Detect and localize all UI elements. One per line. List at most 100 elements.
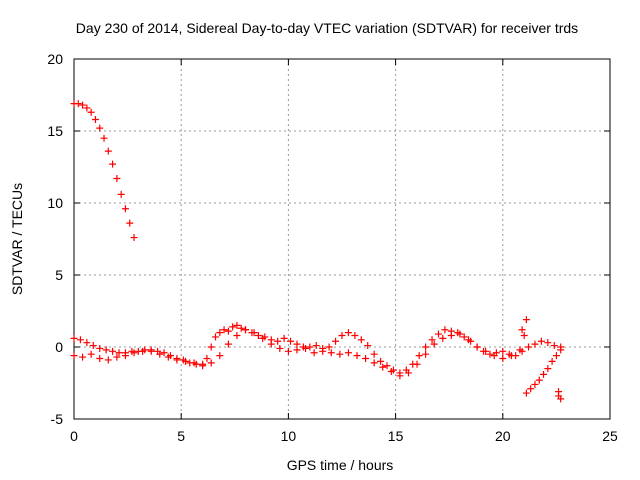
data-point (276, 344, 284, 352)
data-point (83, 339, 91, 347)
data-point (147, 347, 155, 355)
series-group (70, 326, 524, 380)
data-point (535, 376, 543, 384)
data-point (537, 337, 545, 345)
data-point (76, 336, 84, 344)
data-point (518, 326, 526, 334)
data-point (190, 359, 198, 367)
data-point (447, 331, 455, 339)
data-point (89, 342, 97, 350)
data-point (237, 324, 245, 332)
data-point (87, 108, 95, 116)
data-point (370, 350, 378, 358)
data-point (520, 331, 528, 339)
data-point (91, 115, 99, 123)
data-point (486, 350, 494, 358)
data-point (422, 343, 430, 351)
data-point (544, 339, 552, 347)
data-point (464, 336, 472, 344)
data-point (490, 352, 498, 360)
data-point (550, 342, 558, 350)
x-tick-label: 0 (70, 428, 78, 444)
data-point (250, 329, 258, 337)
y-tick-label: -5 (51, 411, 64, 427)
data-point (379, 363, 387, 371)
data-point (79, 353, 87, 361)
series-group (522, 346, 565, 397)
x-tick-label: 20 (495, 428, 511, 444)
data-point (96, 355, 104, 363)
chart-title: Day 230 of 2014, Sidereal Day-to-day VTE… (76, 20, 578, 36)
data-point (353, 352, 361, 360)
data-point (212, 333, 220, 341)
data-point (336, 350, 344, 358)
data-point (302, 344, 310, 352)
data-point (428, 336, 436, 344)
data-point (404, 369, 412, 377)
data-point (280, 334, 288, 342)
data-point (207, 343, 215, 351)
data-point (284, 347, 292, 355)
data-point (130, 234, 138, 242)
y-tick-label: 5 (55, 267, 63, 283)
data-point (224, 340, 232, 348)
data-point (383, 362, 391, 370)
data-point (522, 389, 530, 397)
data-point (456, 330, 464, 338)
data-point (109, 347, 117, 355)
data-point (441, 326, 449, 334)
data-point (557, 346, 565, 354)
series-group (70, 321, 565, 377)
data-point (224, 327, 232, 335)
data-point (552, 352, 560, 360)
data-point (104, 356, 112, 364)
y-tick-label: 10 (47, 195, 63, 211)
data-point (548, 357, 556, 365)
data-point (439, 334, 447, 342)
data-point (507, 352, 515, 360)
data-point (109, 160, 117, 168)
data-point (70, 352, 78, 360)
data-point (482, 347, 490, 355)
data-point (344, 349, 352, 357)
data-point (79, 101, 87, 109)
x-tick-label: 25 (602, 428, 618, 444)
data-point (413, 360, 421, 368)
data-point (525, 343, 533, 351)
data-point (242, 326, 250, 334)
x-tick-label: 5 (177, 428, 185, 444)
axis-ticks (73, 58, 611, 420)
data-point (83, 104, 91, 112)
data-point (216, 352, 224, 360)
data-point (434, 330, 442, 338)
data-point (156, 350, 164, 358)
x-tick-label: 10 (281, 428, 297, 444)
data-point (460, 333, 468, 341)
data-point (96, 124, 104, 132)
series-group (70, 100, 138, 242)
data-point (293, 346, 301, 354)
data-point (74, 100, 82, 108)
data-point (351, 331, 359, 339)
y-tick-label: 20 (47, 51, 63, 67)
data-point (522, 316, 530, 324)
data-points (70, 100, 565, 403)
data-point (233, 331, 241, 339)
data-point (199, 360, 207, 368)
data-point (102, 346, 110, 354)
data-point (310, 349, 318, 357)
data-point (233, 321, 241, 329)
data-point (422, 350, 430, 358)
data-point (387, 367, 395, 375)
plot-frame (73, 58, 611, 420)
data-point (115, 349, 123, 357)
data-point (139, 347, 147, 355)
data-point (274, 337, 282, 345)
data-point (370, 359, 378, 367)
data-point (362, 355, 370, 363)
data-point (544, 365, 552, 373)
data-point (473, 343, 481, 351)
data-point (121, 352, 129, 360)
series-group (518, 316, 565, 403)
